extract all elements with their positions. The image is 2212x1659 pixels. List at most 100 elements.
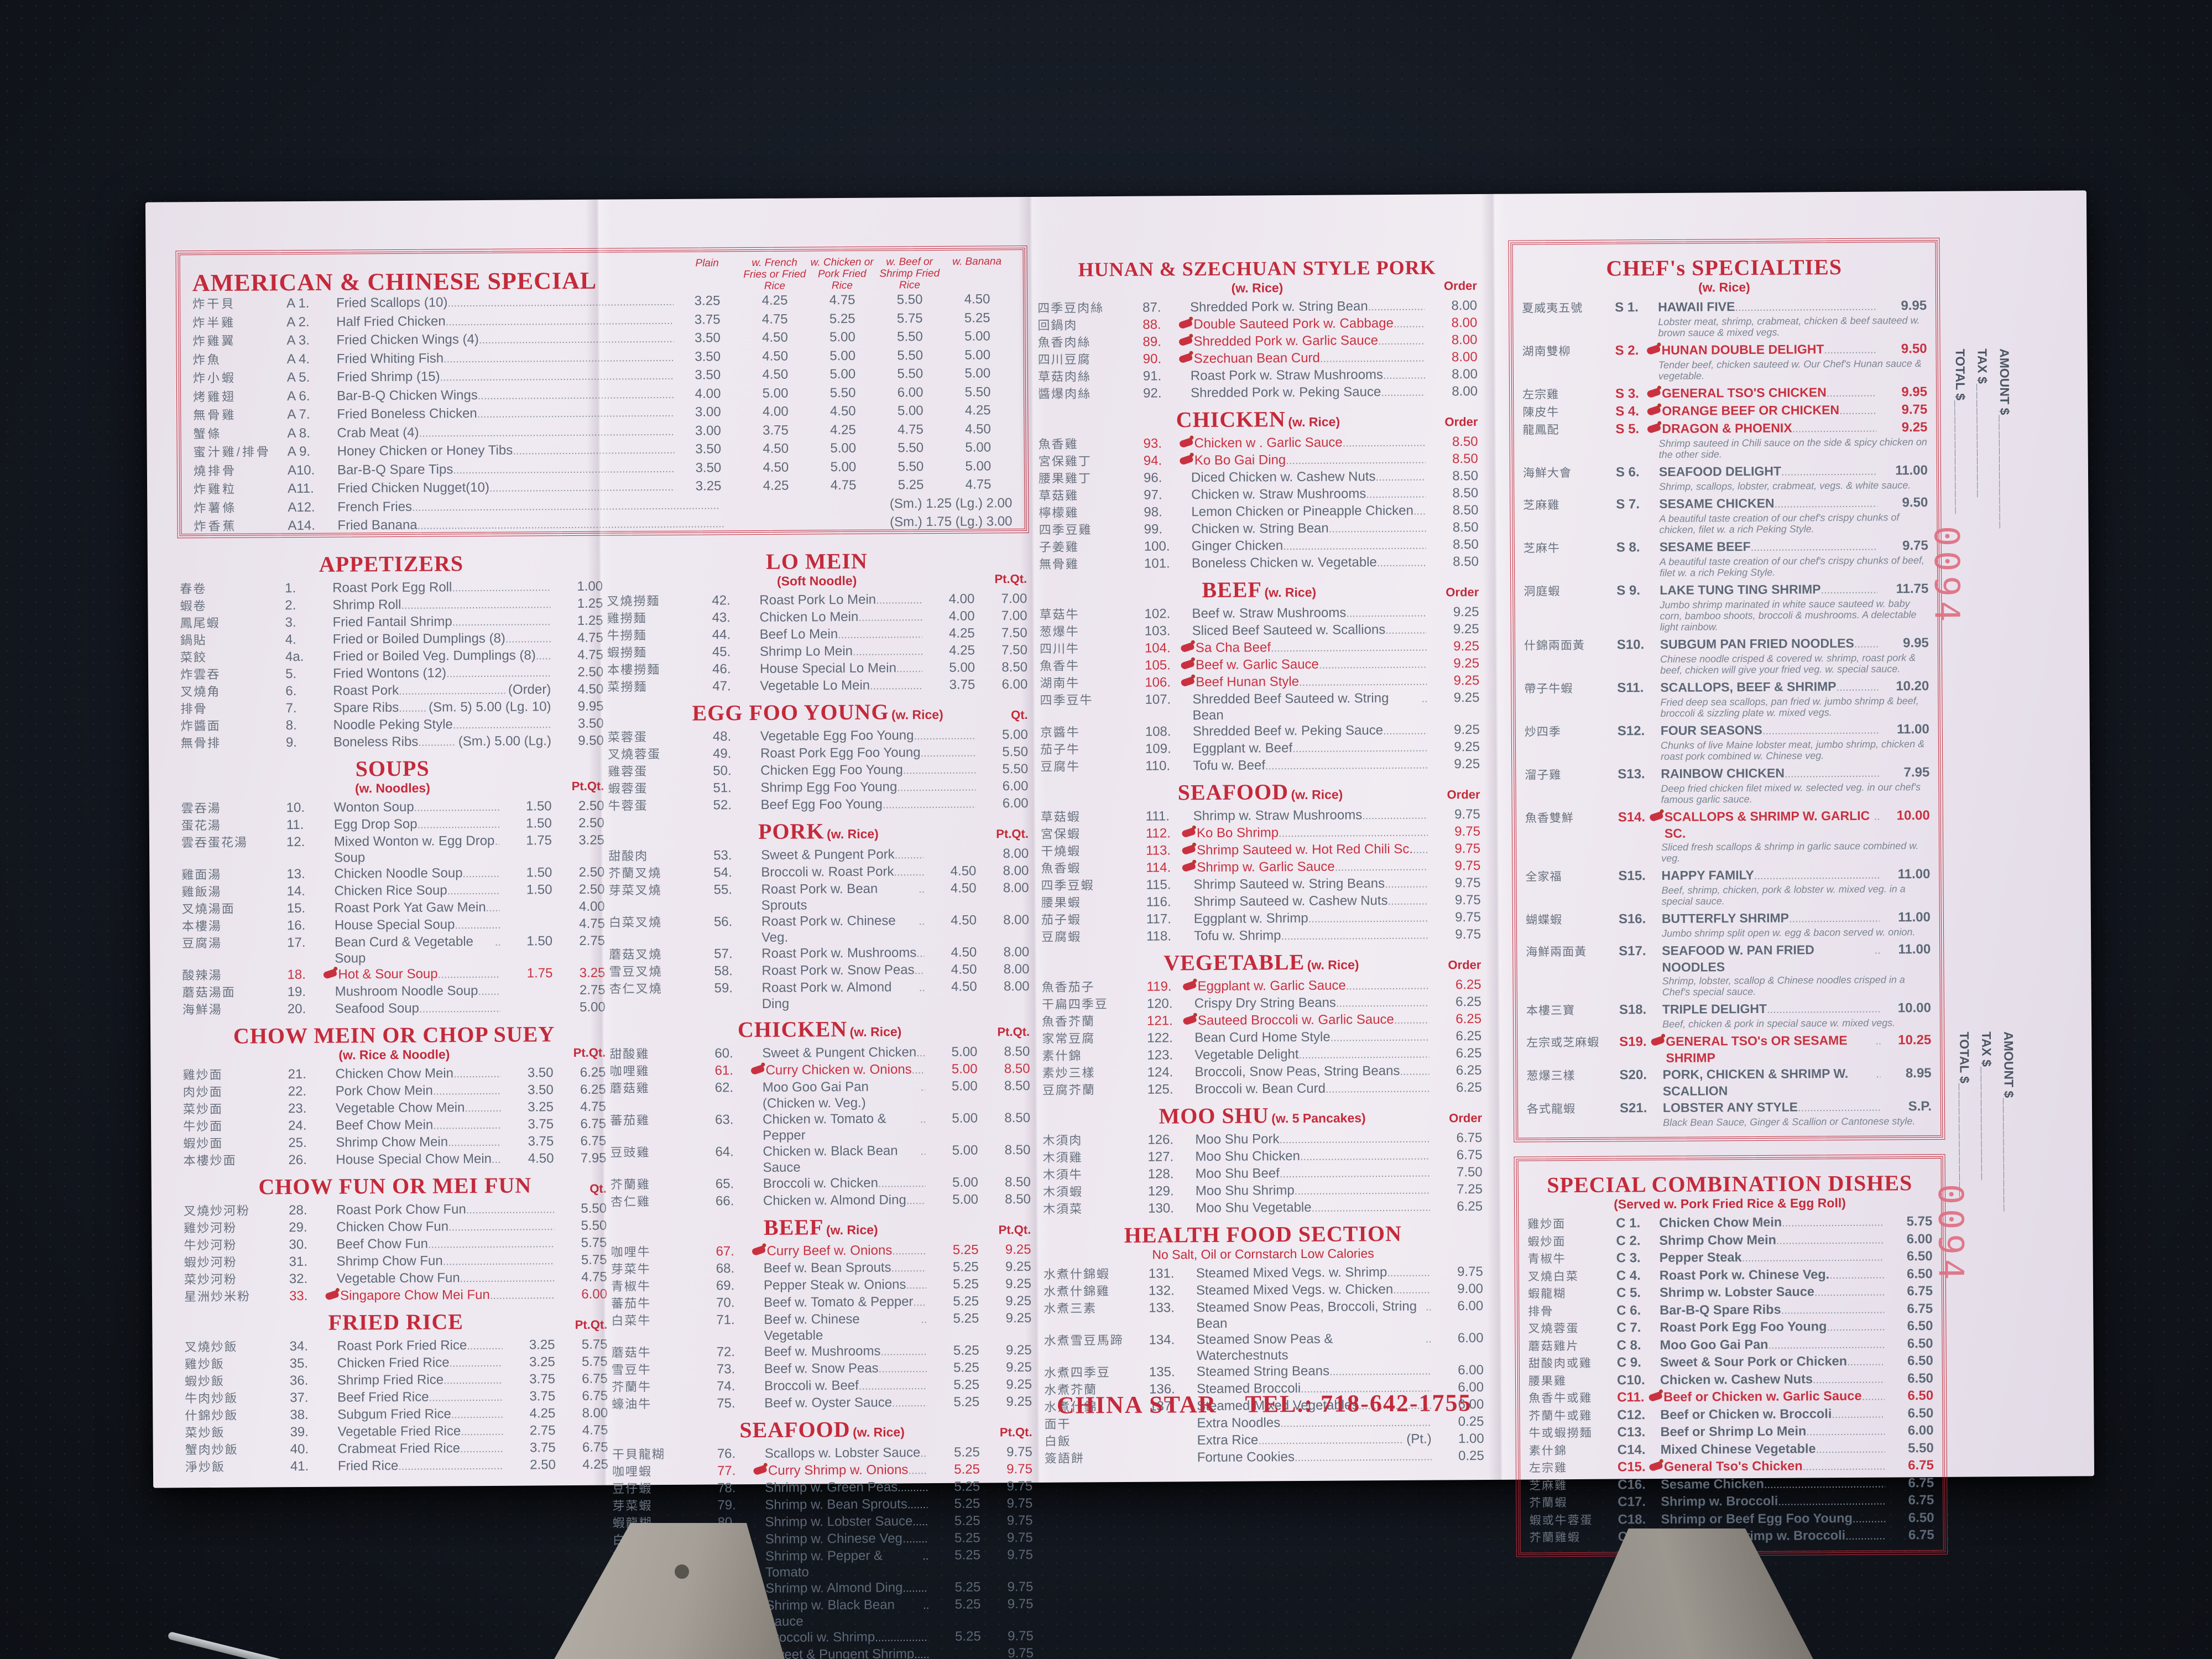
section-title: AMERICAN & CHINESE SPECIAL bbox=[192, 267, 597, 297]
menu-item-row: 四季豆牛 107. Shredded Beef Sauteed w. String … bbox=[1040, 690, 1479, 724]
item-name: Beef w. Chinese Vegetable bbox=[764, 1311, 860, 1343]
item-price-pint: 5.00 bbox=[949, 660, 975, 675]
item-name: PORK, CHICKEN & SHRIMP W. SCALLION bbox=[1662, 1066, 1849, 1099]
item-name: House Special Lo Mein bbox=[760, 660, 896, 676]
dot-leader bbox=[838, 627, 922, 643]
item-price: 4.50 bbox=[762, 330, 788, 345]
item-name: Moo Shu Shrimp bbox=[1195, 1183, 1295, 1199]
menu-column-1: APPETIZERS 春卷 1. Roast Pork Egg Roll 1.00 蝦卷 2… bbox=[180, 545, 608, 1477]
item-name: Lemon Chicken or Pineapple Chicken bbox=[1191, 503, 1414, 520]
section-header: PORK (w. Rice) Pt. Qt. bbox=[608, 818, 1029, 845]
item-chinese: 蝴蝶蝦 bbox=[1525, 914, 1562, 927]
item-chinese: 魚香蝦 bbox=[1041, 861, 1081, 875]
section-subtitle: (w. Rice) bbox=[826, 1222, 878, 1238]
dot-leader bbox=[1782, 1215, 1884, 1232]
item-name: Steamed Mixed Vegs. w. Shrimp bbox=[1196, 1265, 1387, 1281]
item-name: HAWAII FIVE bbox=[1658, 299, 1735, 315]
item-price-pint: 3.75 bbox=[529, 1440, 556, 1455]
menu-column-2: LO MEIN (Soft Noodle) Pt. Qt. 叉燒撈麵 42. Roast P… bbox=[607, 542, 1034, 1659]
item-price-quart: 5.00 bbox=[580, 999, 606, 1015]
item-price-quart: 8.50 bbox=[1004, 1061, 1030, 1077]
section-title-line: VEGETABLE (w. Rice) bbox=[1041, 949, 1481, 976]
menu-item-row: 炒四季 S12. FOUR SEASONS 11.00 bbox=[1525, 721, 1929, 740]
item-price-quart: 8.50 bbox=[1452, 468, 1479, 484]
menu-item-row: 芝麻牛 S 8. SESAME BEEF 9.75 bbox=[1524, 537, 1928, 557]
item-price-quart: 6.25 bbox=[1455, 1011, 1482, 1027]
item-description: Sliced fresh scallops & shrimp in garlic… bbox=[1661, 840, 1919, 864]
item-name: Beef w. Tomato & Pepper bbox=[764, 1294, 914, 1310]
item-price: 11.00 bbox=[1895, 463, 1928, 478]
item-chinese: 牛炒面 bbox=[183, 1119, 223, 1134]
item-price-quart: 9.95 bbox=[577, 698, 604, 714]
section-subtitle: (w. Rice) bbox=[1231, 280, 1284, 295]
item-chinese: 春卷 bbox=[180, 582, 207, 596]
dot-leader bbox=[489, 478, 675, 498]
item-number: C 9. bbox=[1616, 1355, 1641, 1370]
item-price-quart: 9.75 bbox=[1008, 1645, 1034, 1659]
dot-leader bbox=[1853, 1511, 1886, 1527]
item-price-pint: 3.75 bbox=[528, 1134, 554, 1149]
item-price: 6.50 bbox=[1907, 1318, 1933, 1334]
menu-item-row: 家常豆腐 122. Bean Curd Home Style 6.25 bbox=[1042, 1028, 1481, 1048]
item-price-pint: 5.25 bbox=[954, 1547, 980, 1563]
item-price-quart: 5.75 bbox=[581, 1337, 608, 1352]
item-chinese: 什錦兩面黃 bbox=[1524, 639, 1585, 653]
item-number: C 1. bbox=[1616, 1215, 1641, 1231]
item-name: Chicken w. Straw Mushrooms bbox=[1191, 486, 1366, 503]
dot-leader bbox=[1764, 1476, 1885, 1493]
item-price-quart: 9.25 bbox=[1005, 1259, 1031, 1275]
item-chinese: 全家福 bbox=[1525, 870, 1562, 884]
item-price-quart: 5.75 bbox=[581, 1354, 608, 1369]
menu-item-row: 雲吞蛋花湯 12. Mixed Wonton w. Egg Drop Soup 1.7… bbox=[181, 832, 604, 867]
dot-leader bbox=[1383, 723, 1427, 739]
item-chinese: 水煮什錦雞 bbox=[1043, 1284, 1110, 1298]
item-chinese: 炸雲吞 bbox=[180, 667, 221, 682]
item-price-quart: 6.00 bbox=[1001, 677, 1028, 692]
dot-leader bbox=[879, 1361, 927, 1378]
item-price-quart: 9.75 bbox=[1007, 1596, 1034, 1612]
menu-item-row: 腰果雞 C10. Chicken w. Cashew Nuts 6.50 bbox=[1528, 1370, 1933, 1390]
item-chinese: 酸辣湯 bbox=[182, 968, 222, 983]
section-title: VEGETABLE bbox=[1164, 949, 1305, 975]
menu-item-row: 蝦蓉蛋 51. Shrimp Egg Foo Young 6.00 bbox=[608, 778, 1028, 798]
item-number: 24. bbox=[288, 1118, 307, 1134]
section-subtitle: (w. Rice) bbox=[1307, 957, 1359, 972]
item-number: C14. bbox=[1617, 1442, 1646, 1458]
item-number: C13. bbox=[1617, 1425, 1646, 1440]
menu-item-row: 叉燒角 6. Roast Pork (Order) 4.50 bbox=[180, 681, 603, 701]
item-number: A 3. bbox=[286, 332, 310, 348]
item-number: S20. bbox=[1619, 1067, 1647, 1083]
item-name: Subgum Fried Rice bbox=[337, 1406, 451, 1422]
item-price: 10.00 bbox=[1896, 808, 1930, 823]
item-name: GENERAL TSO'S CHICKEN bbox=[1662, 385, 1827, 400]
item-name: Vegetable Chow Mein bbox=[335, 1100, 465, 1116]
item-chinese: 雞面湯 bbox=[181, 867, 222, 882]
item-price: 3.50 bbox=[695, 441, 722, 457]
item-chinese: 芥蘭牛 bbox=[611, 1380, 652, 1394]
item-chinese: 炸半雞 bbox=[192, 315, 236, 330]
item-price-quart: 8.50 bbox=[1004, 1174, 1031, 1190]
item-name: House Special Soup bbox=[334, 917, 455, 933]
item-name: Sweet & Pungent Pork bbox=[761, 847, 895, 863]
item-price-quart: 8.00 bbox=[582, 1405, 608, 1421]
menu-section: PORK (w. Rice) Pt. Qt. 甜酸肉 53. Sweet & Pungen… bbox=[608, 818, 1030, 1013]
dot-leader bbox=[922, 1548, 928, 1564]
item-price-pint: 3.75 bbox=[949, 677, 975, 692]
item-price-quart: 5.50 bbox=[1002, 761, 1029, 777]
section-header: BEEF (w. Rice) Pt. Qt. bbox=[611, 1214, 1031, 1241]
item-chinese: 陳皮牛 bbox=[1522, 406, 1559, 419]
item-price-quart: 6.25 bbox=[1457, 1199, 1483, 1214]
item-price-quart: 9.75 bbox=[1455, 910, 1481, 925]
item-name: Moo Shu Chicken bbox=[1195, 1149, 1301, 1165]
item-name: Sweet & Sour Pork or Chicken bbox=[1660, 1353, 1848, 1370]
section-title-line: CHOW MEIN OR CHOP SUEY bbox=[182, 1021, 606, 1049]
item-chinese: 腰果雞 bbox=[1528, 1374, 1567, 1388]
menu-item-row: 豆仔蝦 78. Shrimp w. Green Peas 5.25 9.75 bbox=[612, 1478, 1032, 1498]
dot-leader bbox=[1320, 351, 1425, 367]
section-title: EGG FOO YOUNG bbox=[692, 699, 889, 726]
item-name: Szechuan Bean Curd bbox=[1193, 350, 1320, 367]
menu-item-row: 雞面湯 13. Chicken Noodle Soup 1.50 2.50 bbox=[181, 864, 604, 884]
item-name: Fried Banana bbox=[337, 517, 418, 533]
